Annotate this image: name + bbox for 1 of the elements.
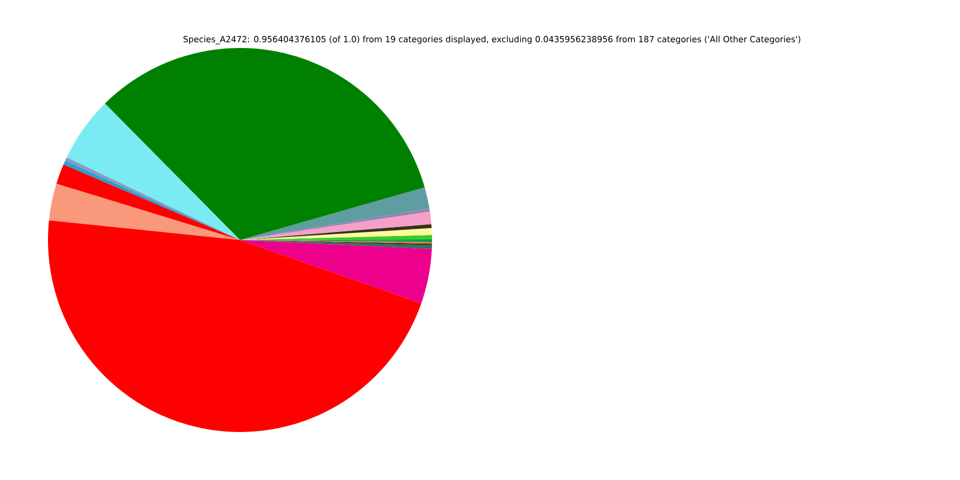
- text: Species_A2472: 0.956404376105 (of 1.0) from 19 categories displayed, excluding 0.0435956238956 from 187 categories ('All Other Categories'): [184, 36, 800, 44]
